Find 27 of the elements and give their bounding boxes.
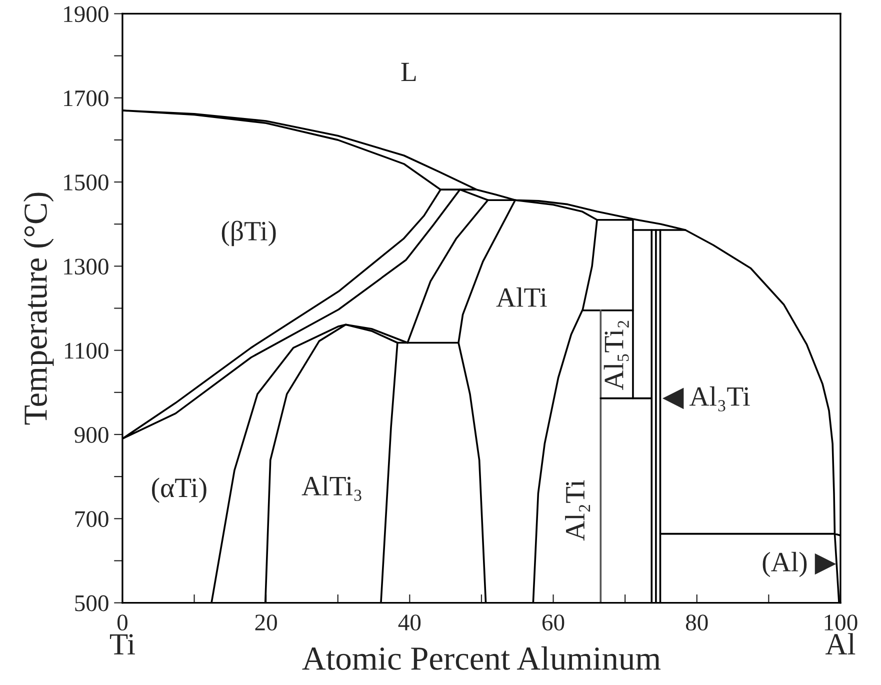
y-tick-label: 1100 — [65, 342, 108, 359]
annotation: (αTi) — [152, 478, 206, 503]
annotation: Al₅Ti₂ — [604, 320, 629, 390]
x-tick-label: 80 — [686, 614, 708, 631]
annotation: AlTi₃ — [302, 476, 362, 501]
x-tick-label: 60 — [542, 614, 564, 631]
y-tick-label: 500 — [75, 595, 108, 612]
x-tick-label: 0 — [117, 614, 128, 631]
y-axis-title: Temperature (°C) — [23, 192, 54, 425]
text: Al — [825, 633, 856, 654]
annotation: (βTi) — [222, 220, 276, 246]
x-axis-title: Atomic Percent Aluminum — [302, 646, 661, 670]
x-tick-label: 100 — [824, 614, 858, 631]
annotation: AlTi — [496, 287, 547, 307]
text: Ti — [110, 634, 135, 654]
annotation: Al₂Ti — [565, 480, 590, 541]
y-tick-label: 1700 — [64, 90, 108, 106]
annotation: (Al) ▶ — [762, 552, 836, 578]
annotation: L — [401, 62, 416, 82]
y-tick-label: 700 — [75, 511, 108, 528]
y-tick-label: 900 — [74, 426, 108, 443]
x-tick-label: 20 — [255, 614, 277, 631]
x-tick-label: 40 — [398, 614, 421, 631]
y-tick-label: 1300 — [64, 258, 108, 275]
y-tick-label: 1900 — [64, 6, 108, 22]
annotation: ◀ Al₃Ti — [662, 386, 750, 412]
y-tick-label: 1500 — [64, 174, 108, 190]
